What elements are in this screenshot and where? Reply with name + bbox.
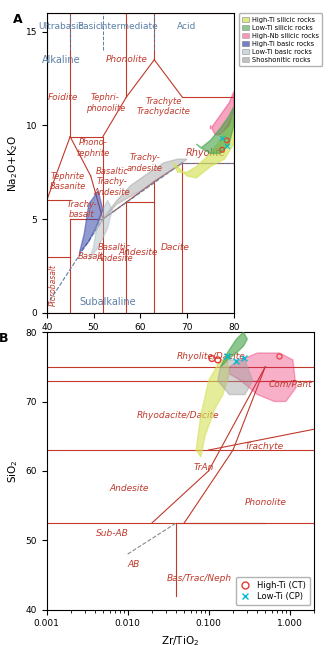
Y-axis label: Na$_2$O+K$_2$O: Na$_2$O+K$_2$O xyxy=(6,134,20,192)
Text: Basaltic
Trachy-
Andesite: Basaltic Trachy- Andesite xyxy=(94,166,131,197)
Polygon shape xyxy=(218,360,253,395)
Text: Rhyolite: Rhyolite xyxy=(186,148,226,159)
Point xyxy=(224,135,229,146)
Text: Basic: Basic xyxy=(77,21,101,30)
Text: Phonolite: Phonolite xyxy=(245,497,287,506)
Text: Acid: Acid xyxy=(177,21,197,30)
Point xyxy=(219,144,225,155)
Point xyxy=(215,355,220,365)
Text: Picrobasalt: Picrobasalt xyxy=(49,264,58,306)
Point xyxy=(241,353,246,363)
Text: Tephrite
Basanite: Tephrite Basanite xyxy=(50,172,86,192)
Polygon shape xyxy=(196,360,229,457)
Text: AB: AB xyxy=(128,560,140,569)
Text: Sub-AB: Sub-AB xyxy=(96,529,128,538)
Polygon shape xyxy=(94,159,187,234)
Text: Subalkaline: Subalkaline xyxy=(79,297,136,306)
Legend: High-Ti (CT), Low-Ti (CP): High-Ti (CT), Low-Ti (CP) xyxy=(236,577,310,606)
Point xyxy=(209,353,215,364)
Polygon shape xyxy=(220,332,247,367)
Point xyxy=(224,141,229,151)
Y-axis label: SiO$_2$: SiO$_2$ xyxy=(6,459,20,482)
Polygon shape xyxy=(210,92,234,135)
Text: Trachy-
andesite: Trachy- andesite xyxy=(127,153,163,173)
Text: Andesite: Andesite xyxy=(118,248,158,257)
Text: Dacite: Dacite xyxy=(161,243,190,252)
Text: Phono-
tephrite: Phono- tephrite xyxy=(77,138,110,157)
Polygon shape xyxy=(79,191,103,253)
Polygon shape xyxy=(196,106,234,154)
Text: Phonolite: Phonolite xyxy=(105,55,147,64)
Text: Ultrabasic: Ultrabasic xyxy=(38,21,84,30)
Text: A: A xyxy=(13,13,23,26)
Text: Tephri-
phonolite: Tephri- phonolite xyxy=(86,93,125,113)
Text: Com/Pant: Com/Pant xyxy=(269,380,312,389)
Text: Trachyte
Trachydacite: Trachyte Trachydacite xyxy=(137,97,191,116)
X-axis label: SiO$_2$: SiO$_2$ xyxy=(129,337,152,351)
Point xyxy=(219,134,225,144)
Polygon shape xyxy=(229,353,296,401)
X-axis label: Zr/TiO$_2$: Zr/TiO$_2$ xyxy=(161,634,199,645)
Text: Trachyte: Trachyte xyxy=(245,442,284,451)
Point xyxy=(234,356,239,366)
Point xyxy=(225,352,230,362)
Text: B: B xyxy=(0,332,8,345)
Text: Alkaline: Alkaline xyxy=(41,55,80,64)
Text: Rhyodacite/Dacite: Rhyodacite/Dacite xyxy=(137,411,219,420)
Polygon shape xyxy=(173,116,234,178)
Polygon shape xyxy=(89,201,112,261)
Text: TrAn: TrAn xyxy=(193,463,214,472)
Text: Trachy-
basalt: Trachy- basalt xyxy=(66,200,97,219)
Text: Foidite: Foidite xyxy=(48,93,78,102)
Text: Bas/Trac/Neph: Bas/Trac/Neph xyxy=(166,574,231,583)
Text: Basalt: Basalt xyxy=(78,252,104,261)
Text: Basaltic
Andesite: Basaltic Andesite xyxy=(96,243,133,263)
Text: Intermediate: Intermediate xyxy=(99,21,158,30)
Text: Andesite: Andesite xyxy=(110,484,149,493)
Text: Rhyolite/Dacite: Rhyolite/Dacite xyxy=(176,352,245,361)
Point xyxy=(277,352,282,362)
Legend: High-Ti silicic rocks, Low-Ti silicic rocks, High-Nb silicic rocks, High-Ti basi: High-Ti silicic rocks, Low-Ti silicic ro… xyxy=(239,14,322,66)
